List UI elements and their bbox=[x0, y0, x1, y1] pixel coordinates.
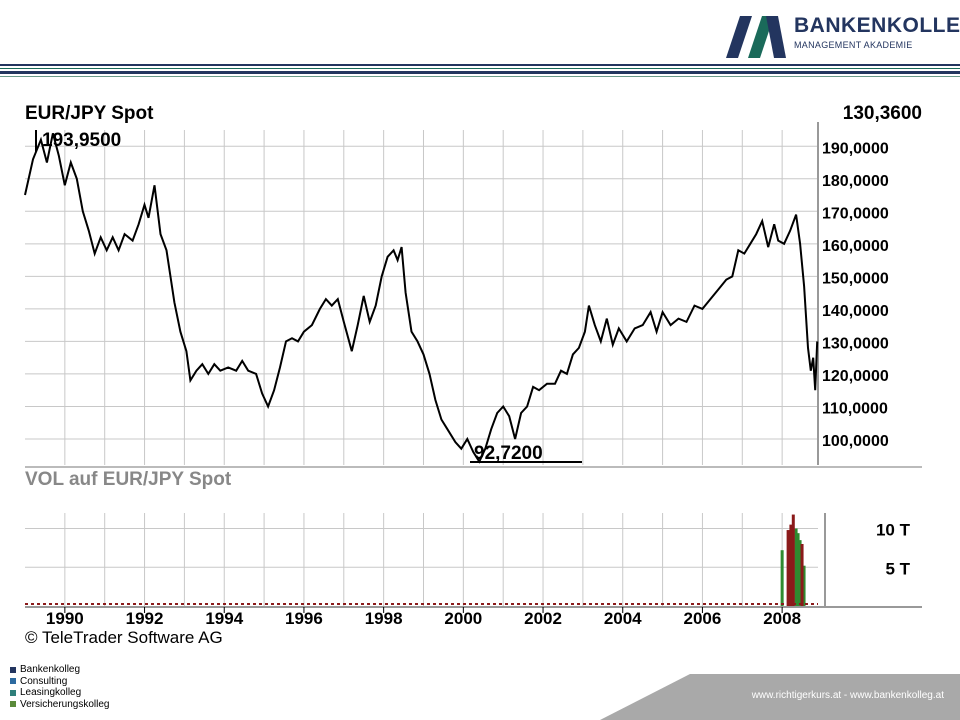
footer-links[interactable]: www.richtigerkurs.at - www.bankenkolleg.… bbox=[751, 690, 944, 701]
header-divider bbox=[0, 68, 960, 69]
brand-name: BANKENKOLLEG bbox=[794, 14, 960, 37]
y-tick-label: 140,0000 bbox=[822, 303, 889, 320]
legend-label: Bankenkolleg bbox=[20, 664, 81, 676]
y-tick-label: 10 T bbox=[876, 521, 911, 540]
volume-title: VOL auf EUR/JPY Spot bbox=[25, 469, 232, 490]
legend-label: Consulting bbox=[20, 675, 68, 687]
legend-label: Versicherungskolleg bbox=[20, 698, 110, 710]
legend-item: Leasingkolleg bbox=[10, 687, 110, 699]
volume-bar bbox=[802, 565, 806, 606]
division-legend: Bankenkolleg Consulting Leasingkolleg Ve… bbox=[10, 664, 110, 710]
legend-item: Consulting bbox=[10, 676, 110, 688]
bankenkolleg-logo: BANKENKOLLEG MANAGEMENT AKADEMIE bbox=[726, 12, 960, 60]
header-divider bbox=[0, 71, 960, 74]
y-tick-label: 170,0000 bbox=[822, 205, 889, 222]
footer-bar bbox=[600, 674, 960, 720]
legend-label: Leasingkolleg bbox=[20, 687, 82, 699]
header-divider bbox=[0, 64, 960, 66]
volume-bar bbox=[796, 533, 800, 606]
copyright-text: © TeleTrader Software AG bbox=[25, 628, 223, 647]
x-tick-label: 2006 bbox=[684, 609, 722, 628]
volume-bar bbox=[798, 540, 802, 606]
legend-swatch bbox=[10, 678, 16, 685]
x-tick-label: 2000 bbox=[444, 609, 482, 628]
y-tick-label: 100,0000 bbox=[822, 433, 889, 450]
y-tick-label: 180,0000 bbox=[822, 173, 889, 190]
y-tick-label: 130,0000 bbox=[822, 335, 889, 352]
legend-swatch bbox=[10, 689, 16, 696]
x-tick-label: 1992 bbox=[126, 609, 164, 628]
y-tick-label: 110,0000 bbox=[822, 400, 888, 417]
y-tick-label: 120,0000 bbox=[822, 368, 889, 385]
x-tick-label: 1994 bbox=[205, 609, 243, 628]
legend-item: Bankenkolleg bbox=[10, 664, 110, 676]
price-series-line bbox=[24, 133, 819, 464]
volume-bar bbox=[786, 530, 790, 606]
x-tick-label: 2004 bbox=[604, 609, 642, 628]
legend-swatch bbox=[10, 666, 16, 673]
y-tick-label: 190,0000 bbox=[822, 140, 889, 157]
volume-bar bbox=[789, 524, 793, 606]
volume-bar bbox=[780, 550, 784, 606]
brand-tagline: MANAGEMENT AKADEMIE bbox=[794, 40, 913, 50]
x-tick-label: 1996 bbox=[285, 609, 323, 628]
x-tick-label: 2002 bbox=[524, 609, 562, 628]
y-tick-label: 5 T bbox=[885, 559, 910, 578]
y-tick-label: 150,0000 bbox=[822, 270, 889, 287]
x-tick-label: 2008 bbox=[763, 609, 801, 628]
volume-bar bbox=[794, 528, 798, 606]
last-price: 130,3600 bbox=[842, 103, 922, 124]
x-tick-label: 1990 bbox=[46, 609, 84, 628]
x-tick-label: 1998 bbox=[365, 609, 403, 628]
header-divider bbox=[0, 76, 960, 77]
legend-swatch bbox=[10, 701, 16, 708]
low-annotation: 92,7200 bbox=[474, 443, 543, 464]
high-annotation: 193,9500 bbox=[42, 130, 121, 151]
volume-bar bbox=[800, 544, 804, 606]
logo-mark-icon bbox=[726, 16, 786, 58]
y-tick-label: 160,0000 bbox=[822, 238, 889, 255]
legend-item: Versicherungskolleg bbox=[10, 699, 110, 711]
chart-title: EUR/JPY Spot bbox=[25, 103, 154, 124]
volume-bar bbox=[791, 514, 795, 606]
